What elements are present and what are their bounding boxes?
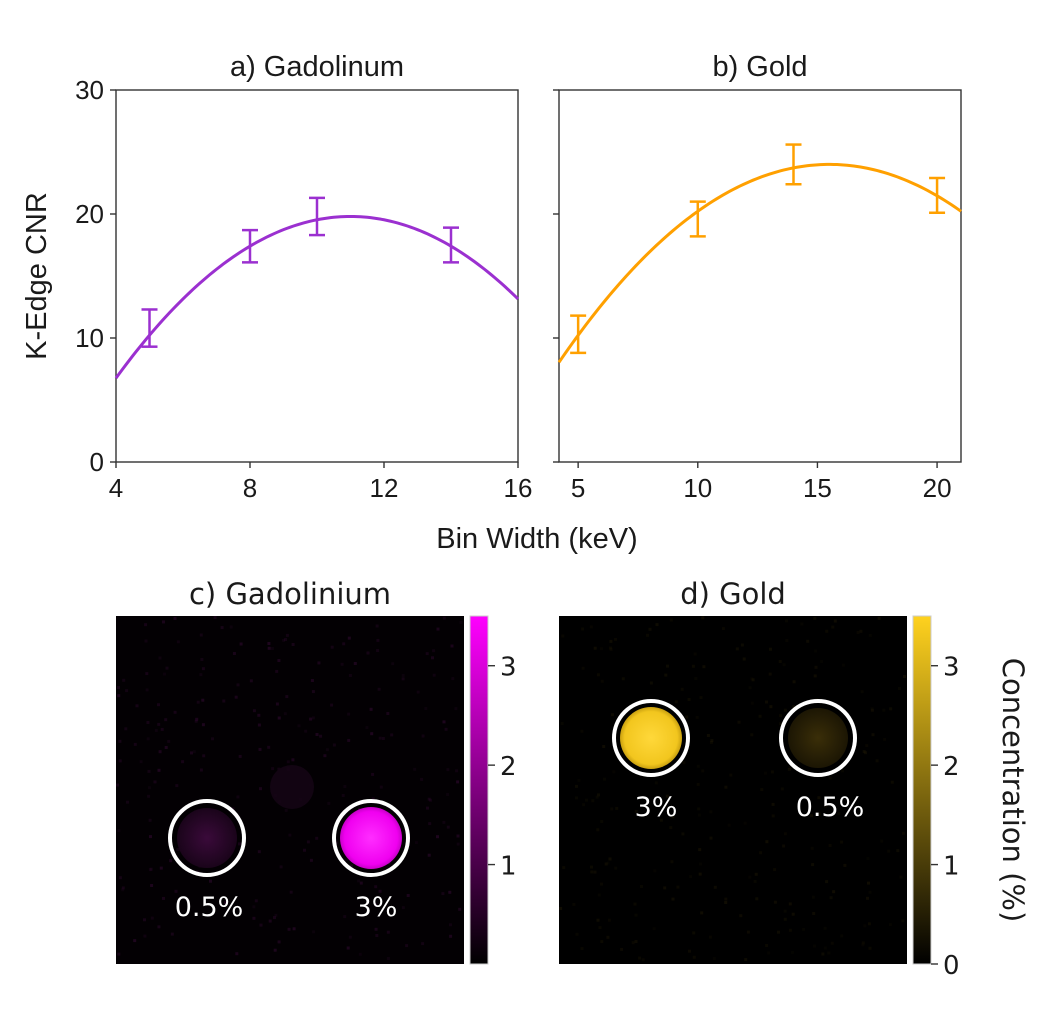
panel-d-gold-map: d) Gold 3% 0.5% 0 1 2 3 Concentration (%): [559, 577, 1030, 981]
y-tick-label: 20: [75, 199, 104, 229]
x-tick-label: 20: [923, 473, 952, 503]
colorbar-tick-label: 2: [943, 752, 960, 782]
panel-d-vial-high-fill: [620, 707, 682, 769]
colorbar-tick-label: 1: [943, 852, 960, 882]
x-tick-label: 4: [109, 473, 123, 503]
panel-d-vial-low-fill: [788, 708, 848, 768]
panel-a-title: a) Gadolinum: [230, 51, 404, 83]
panel-c-vial-high-ring: [332, 799, 410, 877]
panel-c-vial-high-fill: [340, 807, 402, 869]
colorbar-tick-label: 2: [500, 752, 517, 782]
error-bar: [689, 200, 706, 238]
panel-c-colorbar-ticks: 1 2 3: [488, 653, 517, 882]
panel-a-gadolinium-cnr: a) Gadolinum 4 8 12 16 0 10 20 30: [75, 51, 532, 503]
panel-c-vial-low-fill: [177, 808, 237, 868]
panel-a-fit-curve: [114, 214, 520, 379]
panel-c-title: c) Gadolinium: [189, 577, 391, 611]
x-tick-label: 16: [504, 473, 533, 503]
colorbar-tick-label: 0: [943, 951, 960, 981]
panel-b-fit-curve: [557, 162, 962, 364]
panel-c-vial-label-high: 3%: [355, 892, 398, 923]
panel-d-colorbar: [912, 615, 932, 965]
y-tick-label: 0: [90, 447, 104, 477]
error-bar: [570, 314, 587, 355]
colorbar-tick-label: 1: [500, 852, 517, 882]
panel-d-colorbar-ticks: 0 1 2 3: [931, 653, 960, 981]
panel-d-image-background: [559, 616, 907, 964]
x-tick-label: 12: [370, 473, 399, 503]
y-axis-label: K-Edge CNR: [21, 192, 53, 360]
panel-d-vial-label-high: 3%: [635, 792, 678, 823]
panel-b-error-bars: [570, 143, 946, 355]
panel-d-vial-high-ring: [612, 699, 690, 777]
error-bar: [785, 143, 802, 186]
error-bar: [929, 176, 946, 215]
x-tick-label: 8: [243, 473, 257, 503]
colorbar-label: Concentration (%): [996, 658, 1030, 923]
panel-b-gold-cnr: b) Gold 5 10 15 20: [553, 51, 962, 503]
panel-d-vial-low-ring: [779, 699, 857, 777]
x-tick-label: 10: [683, 473, 712, 503]
panel-b-frame: [558, 89, 962, 463]
y-tick-label: 30: [75, 75, 104, 105]
panel-a-error-bars: [141, 196, 459, 348]
panel-d-title: d) Gold: [680, 577, 786, 611]
y-tick-label: 10: [75, 323, 104, 353]
panel-c-vial-label-low: 0.5%: [175, 892, 244, 923]
panel-d-vial-label-low: 0.5%: [796, 792, 865, 823]
panel-c-colorbar: [469, 615, 489, 965]
panel-b-ticks: 5 10 15 20: [553, 89, 952, 503]
x-tick-label: 15: [803, 473, 832, 503]
panel-a-ticks: 4 8 12 16 0 10 20 30: [75, 75, 532, 503]
panel-c-vial-low-ring: [168, 799, 246, 877]
colorbar-tick-label: 3: [943, 653, 960, 683]
error-bar: [309, 196, 325, 237]
x-tick-label: 5: [571, 473, 585, 503]
x-axis-label: Bin Width (keV): [436, 523, 637, 555]
panel-a-frame: [115, 89, 519, 463]
error-bar: [141, 308, 158, 348]
panel-c-faint-ring: [270, 765, 314, 809]
colorbar-tick-label: 3: [500, 653, 517, 683]
panel-c-gadolinium-map: c) Gadolinium 0.5% 3% 1 2 3: [116, 577, 517, 965]
error-bar: [242, 228, 258, 264]
panel-b-title: b) Gold: [712, 51, 807, 83]
error-bar: [443, 226, 459, 264]
